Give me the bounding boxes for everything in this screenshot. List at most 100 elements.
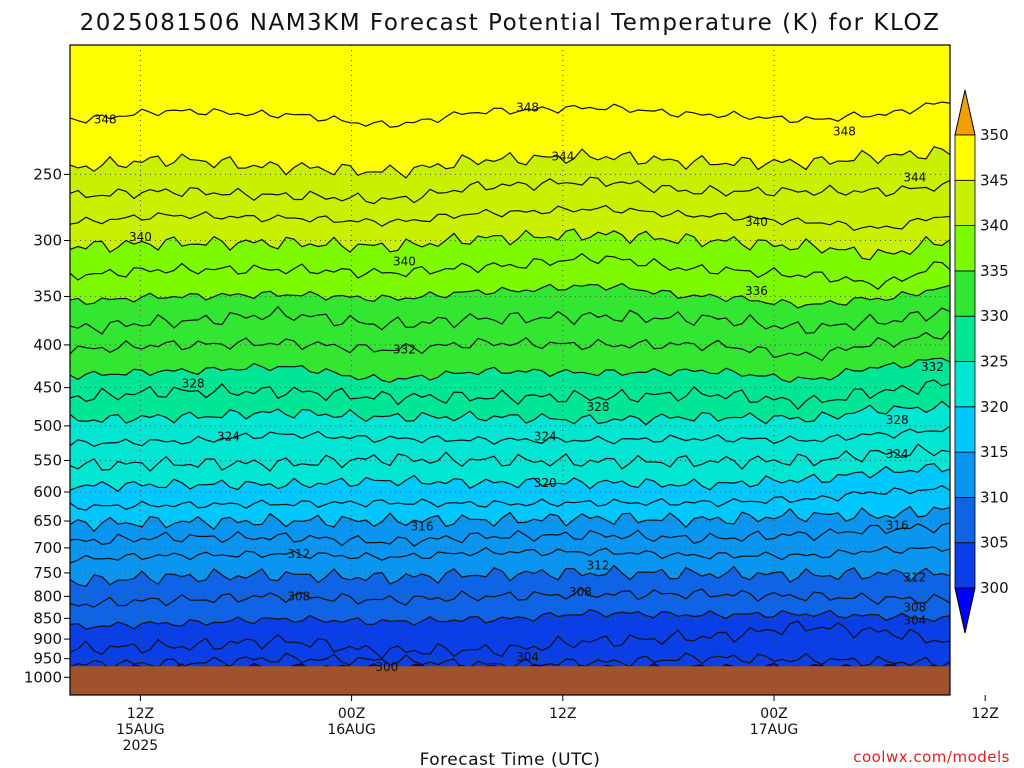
y-tick-label-550: 550 [33, 451, 62, 469]
colorbar-swatch-330 [954, 270, 976, 317]
colorbar-swatch-310 [954, 451, 976, 498]
colorbar: 300 305 310 315 320 325 330 335 340 345 350 [954, 89, 1009, 634]
contour-label-312: 312 [903, 571, 926, 585]
colorbar-extend-bottom [954, 587, 976, 634]
x-tick-label-36-0: 00Z [760, 706, 787, 722]
contour-310 [70, 564, 950, 588]
contour-labels: 348 348 348 344 344 340 340 340 336 332 332 328 328 3… [94, 101, 944, 674]
y-tick-label-650: 650 [33, 512, 62, 530]
colorbar-label-350: 350 [980, 126, 1009, 144]
y-tick-label-950: 950 [33, 650, 62, 668]
x-tick-label-12-1: 16AUG [327, 722, 376, 738]
contour-332 [70, 329, 950, 362]
colorbar-swatch-305 [954, 496, 976, 544]
fill-band-348 [70, 45, 950, 128]
contour-label-348: 348 [94, 113, 117, 127]
colorbar-extend-top [954, 89, 976, 136]
contour-328 [70, 379, 950, 410]
y-tick-label-1000: 1000 [24, 668, 62, 686]
contour-label-332: 332 [393, 342, 416, 356]
contour-326 [70, 400, 950, 426]
contour-lines [70, 101, 950, 673]
x-tick-label-24-0: 12Z [549, 706, 576, 722]
plot-area [70, 45, 950, 695]
y-tick-label-900: 900 [33, 630, 62, 648]
contour-322 [70, 443, 950, 472]
colorbar-label-330: 330 [980, 307, 1009, 325]
contour-label-328: 328 [182, 377, 205, 391]
colorbar-swatch-325 [954, 315, 976, 362]
credit-text: coolwx.com/models [853, 748, 1010, 766]
ground-surface [70, 666, 950, 695]
x-tick-label-12-0: 00Z [338, 706, 365, 722]
y-tick-label-300: 300 [33, 232, 62, 250]
contour-label-348: 348 [833, 124, 856, 138]
contour-label-340: 340 [393, 255, 416, 269]
contour-340 [70, 228, 950, 261]
contour-label-304: 304 [516, 650, 539, 664]
y-tick-label-450: 450 [33, 379, 62, 397]
contour-318 [70, 485, 950, 511]
chart-title: 2025081506 NAM3KM Forecast Potential Tem… [80, 10, 941, 36]
contour-label-304: 304 [903, 613, 926, 627]
contour-346 [70, 146, 950, 179]
y-tick-label-350: 350 [33, 287, 62, 305]
colorbar-label-335: 335 [980, 262, 1009, 280]
shaded-fill-layer [70, 45, 950, 695]
contour-348 [70, 101, 950, 128]
contour-338 [70, 252, 950, 290]
contour-label-328: 328 [587, 400, 610, 414]
colorbar-swatch-300 [954, 542, 976, 589]
colorbar-label-325: 325 [980, 353, 1009, 371]
colorbar-label-340: 340 [980, 217, 1009, 235]
contour-304 [70, 620, 950, 660]
contour-306 [70, 609, 950, 630]
x-tick-label-0-2: 2025 [123, 738, 159, 754]
contour-308 [70, 587, 950, 608]
colorbar-swatch-335 [954, 225, 976, 272]
contour-334 [70, 305, 950, 335]
contour-label-324: 324 [534, 430, 557, 444]
colorbar-label-315: 315 [980, 443, 1009, 461]
contour-label-340: 340 [745, 215, 768, 229]
colorbar-swatch-315 [954, 406, 976, 453]
y-tick-label-250: 250 [33, 165, 62, 183]
contour-316 [70, 505, 950, 533]
contour-label-316: 316 [411, 520, 434, 534]
y-tick-label-850: 850 [33, 609, 62, 627]
x-tick-label-0-1: 15AUG [116, 722, 165, 738]
contour-label-320: 320 [534, 476, 557, 490]
colorbar-label-300: 300 [980, 579, 1009, 597]
colorbar-label-305: 305 [980, 534, 1009, 552]
colorbar-label-320: 320 [980, 398, 1009, 416]
y-tick-label-500: 500 [33, 417, 62, 435]
colorbar-swatch-320 [954, 361, 976, 408]
contour-label-324: 324 [886, 447, 909, 461]
contour-label-348: 348 [516, 101, 539, 115]
colorbar-label-345: 345 [980, 171, 1009, 189]
contour-label-308: 308 [569, 585, 592, 599]
y-tick-label-700: 700 [33, 539, 62, 557]
contour-label-308: 308 [287, 589, 310, 603]
contour-330 [70, 357, 950, 383]
x-tick-label-36-1: 17AUG [750, 722, 799, 738]
contour-label-300: 300 [375, 660, 398, 674]
contour-label-312: 312 [287, 547, 310, 561]
x-tick-label-0-0: 12Z [127, 706, 154, 722]
x-tick-label-48-0: 12Z [971, 706, 998, 722]
contour-label-308: 308 [903, 601, 926, 615]
colorbar-swatch-340 [954, 179, 976, 227]
contour-label-344: 344 [903, 170, 926, 184]
contour-label-328: 328 [886, 413, 909, 427]
contour-344 [70, 176, 950, 205]
contour-320 [70, 462, 950, 493]
contour-label-336: 336 [745, 284, 768, 298]
y-tick-label-800: 800 [33, 587, 62, 605]
y-tick-label-400: 400 [33, 336, 62, 354]
colorbar-swatch-345 [954, 134, 976, 181]
y-tick-label-750: 750 [33, 564, 62, 582]
contour-324 [70, 425, 950, 448]
contour-label-344: 344 [551, 150, 574, 164]
